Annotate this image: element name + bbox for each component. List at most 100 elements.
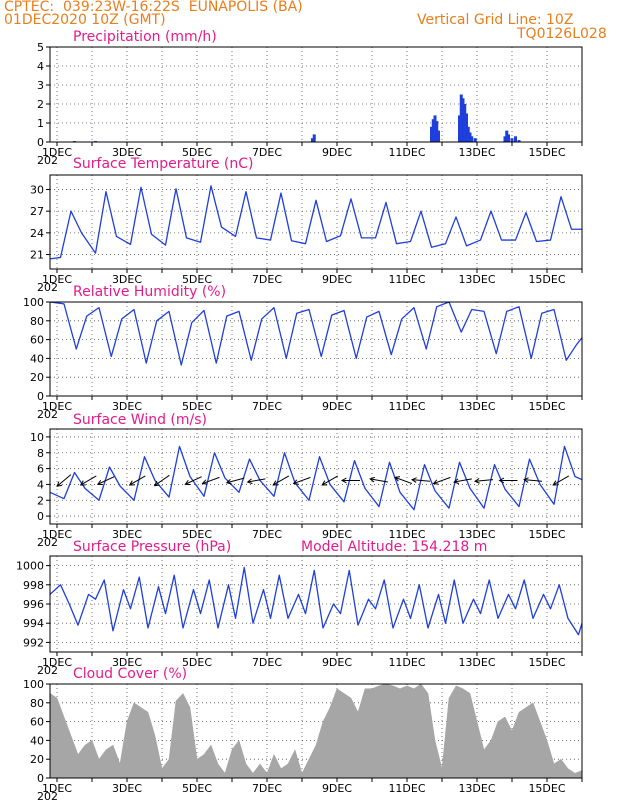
cloud-cover-area xyxy=(49,683,583,779)
precip-bar xyxy=(510,138,514,142)
rh-panel-title: Relative Humidity (%) xyxy=(73,284,226,300)
wind-arrow-head xyxy=(432,479,439,485)
wind-arrow-head xyxy=(410,477,417,483)
x-tick-label: 3DEC xyxy=(112,273,142,286)
y-tick-label: 0 xyxy=(37,136,44,149)
y-tick-label: 100 xyxy=(23,296,44,309)
wind-arrow xyxy=(293,476,311,485)
y-tick-label: 996 xyxy=(23,598,44,611)
wind-arrow xyxy=(552,475,570,486)
x-tick-label: 1DEC xyxy=(42,656,72,669)
x-year-label: 202 xyxy=(37,790,58,800)
wind-arrow-head xyxy=(394,476,401,482)
x-tick-label: 13DEC xyxy=(458,400,495,413)
precip-bar xyxy=(459,94,463,142)
x-year-label: 202 xyxy=(37,154,58,167)
x-tick-label: 5DEC xyxy=(182,656,212,669)
wind-arrow-head xyxy=(522,477,529,483)
precip-bar xyxy=(433,115,437,142)
precip-bar xyxy=(473,138,477,142)
pres-panel-title: Surface Pressure (hPa) xyxy=(73,539,231,555)
precip-bar xyxy=(463,104,467,142)
x-tick-label: 5DEC xyxy=(182,146,212,159)
precip-panel-frame xyxy=(49,46,583,143)
wind-arrow-head xyxy=(96,479,103,486)
y-tick-label: 40 xyxy=(30,734,44,747)
x-year-label: 202 xyxy=(37,281,58,294)
y-tick-label: 10 xyxy=(30,431,44,444)
y-tick-label: 1000 xyxy=(16,560,44,573)
x-tick-label: 11DEC xyxy=(388,782,425,795)
y-tick-label: 24 xyxy=(30,227,44,240)
y-tick-label: 2 xyxy=(37,494,44,507)
wind-arrow xyxy=(129,475,146,486)
pres-series-line xyxy=(49,566,583,636)
y-tick-label: 20 xyxy=(30,371,44,384)
x-tick-label: 13DEC xyxy=(458,656,495,669)
precip-bar xyxy=(461,98,465,142)
x-tick-label: 5DEC xyxy=(182,528,212,541)
x-tick-label: 9DEC xyxy=(322,656,352,669)
precip-bar xyxy=(505,130,509,142)
x-tick-label: 9DEC xyxy=(322,782,352,795)
temp-panel-title: Surface Temperature (nC) xyxy=(73,156,254,172)
wind-arrow-head xyxy=(552,480,559,486)
x-tick-label: 7DEC xyxy=(252,782,282,795)
x-tick-label: 15DEC xyxy=(528,146,565,159)
x-tick-label: 9DEC xyxy=(322,400,352,413)
wind-arrow-head xyxy=(340,477,347,484)
y-tick-label: 6 xyxy=(37,463,44,476)
x-tick-label: 3DEC xyxy=(112,528,142,541)
header-grid-line-note: Vertical Grid Line: 10Z xyxy=(417,12,574,28)
y-tick-label: 60 xyxy=(30,716,44,729)
precip-bar xyxy=(470,136,474,142)
x-tick-label: 11DEC xyxy=(388,400,425,413)
x-tick-label: 7DEC xyxy=(252,146,282,159)
x-tick-label: 9DEC xyxy=(322,273,352,286)
wind-arrow xyxy=(226,477,245,484)
x-tick-label: 15DEC xyxy=(528,273,565,286)
cloud-panel-title: Cloud Cover (%) xyxy=(73,666,187,682)
x-tick-label: 13DEC xyxy=(458,528,495,541)
x-tick-label: 15DEC xyxy=(528,400,565,413)
pres-panel-subtitle: Model Altitude: 154.218 m xyxy=(301,539,487,555)
precip-bar xyxy=(430,126,433,142)
wind-arrow xyxy=(247,478,266,483)
y-tick-label: 994 xyxy=(23,617,44,630)
wind-arrow xyxy=(80,475,97,486)
wind-arrow xyxy=(411,479,431,482)
wind-arrow-head xyxy=(128,480,135,486)
precip-bar xyxy=(503,136,507,142)
x-tick-label: 1DEC xyxy=(42,273,72,286)
x-tick-label: 9DEC xyxy=(322,146,352,159)
x-tick-label: 13DEC xyxy=(458,273,495,286)
x-tick-label: 7DEC xyxy=(252,400,282,413)
header-date-line: 01DEC2020 10Z (GMT) xyxy=(4,12,166,28)
y-tick-label: 3 xyxy=(37,79,44,92)
precip-bar xyxy=(514,136,517,142)
wind-arrow-head xyxy=(184,479,191,486)
x-tick-label: 11DEC xyxy=(388,656,425,669)
wind-panel-title: Surface Wind (m/s) xyxy=(73,412,207,428)
wind-arrow xyxy=(272,475,290,486)
x-tick-label: 3DEC xyxy=(112,656,142,669)
x-tick-label: 15DEC xyxy=(528,656,565,669)
wind-arrow-head xyxy=(246,478,253,485)
wind-arrow-head xyxy=(473,478,480,484)
wind-arrow xyxy=(154,474,170,487)
wind-arrow xyxy=(202,476,220,485)
wind-arrow xyxy=(185,476,202,485)
wind-arrow-head xyxy=(201,479,208,485)
wind-series-line xyxy=(49,445,583,511)
y-tick-label: 80 xyxy=(30,697,44,710)
precip-bar xyxy=(517,140,521,142)
wind-arrow xyxy=(321,475,339,486)
y-tick-label: 27 xyxy=(30,205,44,218)
x-tick-label: 7DEC xyxy=(252,656,282,669)
y-tick-label: 8 xyxy=(37,447,44,460)
wind-arrow xyxy=(474,479,494,482)
precip-bar xyxy=(311,138,314,142)
y-tick-label: 1 xyxy=(37,117,44,130)
wind-arrow xyxy=(454,478,472,483)
wind-arrow-head xyxy=(272,480,279,486)
